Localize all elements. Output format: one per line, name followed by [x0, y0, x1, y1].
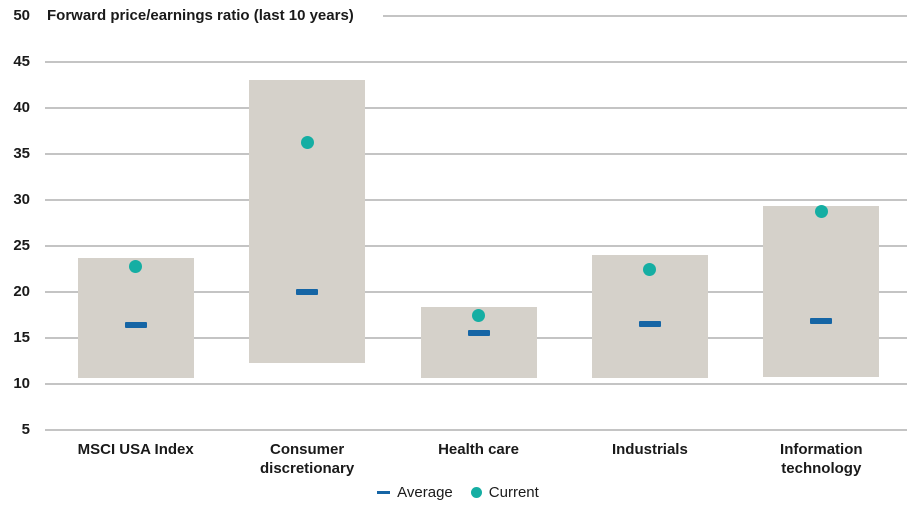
legend-item-current: Current: [470, 484, 539, 501]
y-axis-tick-label-15: 15: [13, 329, 30, 346]
chart-legend: Average Current: [0, 484, 916, 501]
y-axis-tick-label-40: 40: [13, 99, 30, 116]
current-marker: [643, 263, 657, 277]
x-axis-category-label: Health care: [438, 441, 519, 458]
range-bar: [763, 205, 880, 377]
range-bar: [249, 80, 366, 363]
average-marker: [124, 322, 147, 329]
gridline-30: [45, 199, 907, 201]
gridline-10: [45, 383, 907, 385]
y-axis-tick-label-45: 45: [13, 53, 30, 70]
x-axis-category-label: Industrials: [611, 441, 688, 458]
y-axis-tick-label-10: 10: [13, 375, 30, 392]
y-axis-tick-label-35: 35: [13, 145, 30, 162]
legend-current-label: Current: [488, 484, 539, 501]
average-marker: [296, 289, 319, 295]
range-bar: [77, 257, 194, 379]
gridline-50: [383, 15, 907, 17]
gridline-35: [45, 153, 907, 155]
x-axis-category-label: Consumer discretionary: [259, 441, 355, 477]
gridline-20: [45, 291, 907, 293]
average-dash-icon: [377, 491, 391, 494]
average-marker: [467, 330, 490, 337]
legend-item-average: Average: [377, 484, 453, 501]
gridline-5: [45, 429, 907, 431]
current-dot-icon: [470, 487, 482, 498]
y-axis-tick-label-5: 5: [21, 421, 30, 438]
gridline-25: [45, 245, 907, 247]
current-marker: [472, 308, 485, 322]
chart-title: Forward price/earnings ratio (last 10 ye…: [47, 7, 354, 24]
y-axis-tick-label-30: 30: [13, 191, 30, 208]
average-marker: [638, 321, 661, 328]
current-marker: [129, 259, 143, 273]
y-axis-tick-label-20: 20: [13, 283, 30, 300]
x-axis-category-label: Information technology: [780, 441, 863, 477]
average-marker: [810, 318, 833, 325]
legend-average-label: Average: [397, 484, 453, 501]
y-axis-tick-label-25: 25: [13, 237, 30, 254]
x-axis-category-label: MSCI USA Index: [77, 441, 194, 458]
gridline-40: [45, 107, 907, 109]
gridline-45: [45, 61, 907, 63]
y-axis-tick-label-50: 50: [13, 7, 30, 24]
current-marker: [300, 135, 314, 149]
current-marker: [814, 205, 828, 219]
